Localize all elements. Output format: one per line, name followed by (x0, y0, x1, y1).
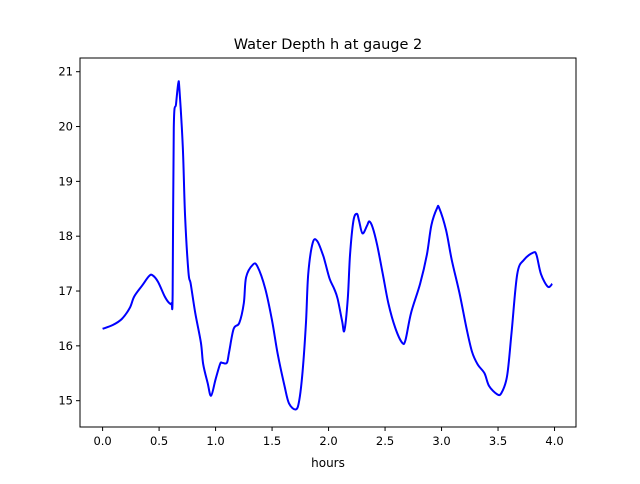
x-tick-label: 3.5 (489, 434, 507, 448)
y-tick-label: 19 (58, 174, 73, 188)
x-tick-label: 1.0 (206, 434, 224, 448)
x-tick-label: 1.5 (263, 434, 281, 448)
x-tick-label: 4.0 (545, 434, 563, 448)
y-tick-label: 21 (58, 65, 73, 79)
y-tick-label: 15 (58, 394, 73, 408)
chart-title: Water Depth h at gauge 2 (234, 37, 422, 53)
x-tick-label: 3.0 (432, 434, 450, 448)
y-tick-label: 16 (58, 339, 73, 353)
y-tick-label: 18 (58, 229, 73, 243)
y-tick-label: 17 (58, 284, 73, 298)
x-tick-label: 2.0 (319, 434, 337, 448)
x-axis-label: hours (311, 456, 345, 470)
x-tick-label: 0.5 (150, 434, 168, 448)
y-tick-label: 20 (58, 120, 73, 134)
axes-frame (79, 57, 577, 428)
series-line-h (102, 80, 553, 411)
x-tick-label: 2.5 (376, 434, 394, 448)
x-tick-label: 0.0 (93, 434, 111, 448)
